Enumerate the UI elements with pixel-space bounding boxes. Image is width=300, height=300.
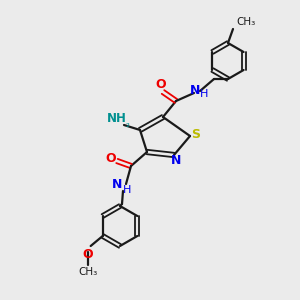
Text: O: O <box>82 248 93 260</box>
Text: ₂: ₂ <box>126 119 130 129</box>
Text: O: O <box>156 79 166 92</box>
Text: N: N <box>190 83 200 97</box>
Text: H: H <box>123 185 131 195</box>
Text: H: H <box>200 89 208 99</box>
Text: N: N <box>112 178 122 191</box>
Text: N: N <box>171 154 181 166</box>
Text: S: S <box>191 128 200 142</box>
Text: O: O <box>106 152 116 164</box>
Text: CH₃: CH₃ <box>78 267 97 277</box>
Text: NH: NH <box>107 112 127 125</box>
Text: CH₃: CH₃ <box>236 17 255 27</box>
